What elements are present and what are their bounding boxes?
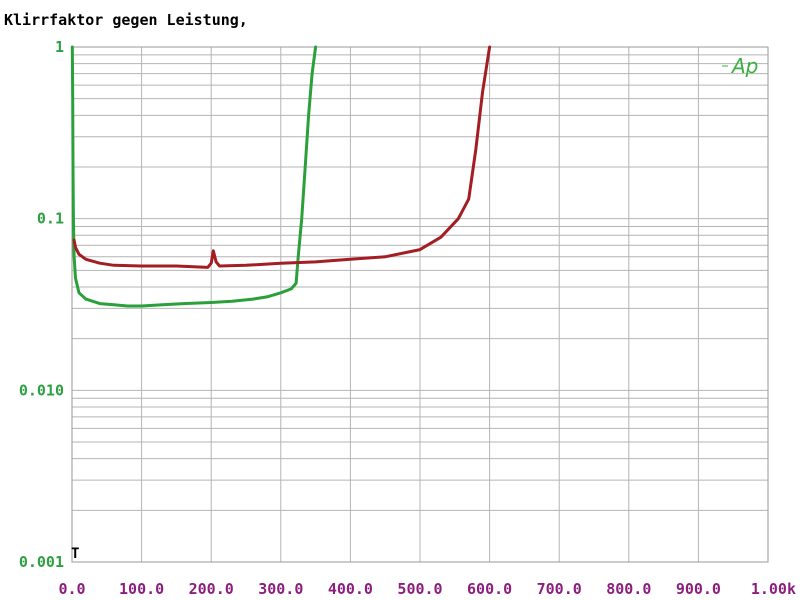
ap-logo: Ap: [730, 54, 758, 78]
plot-frame: [71, 46, 769, 563]
y-tick-label: 0.1: [37, 210, 64, 228]
x-tick-label: 600.0: [467, 580, 512, 598]
y-tick-label: 0.010: [19, 381, 64, 399]
x-tick-label: 700.0: [537, 580, 582, 598]
series-lines: [70, 45, 492, 308]
x-tick-label: 1.00k: [751, 580, 796, 598]
x-tick-label: 0.0: [58, 580, 85, 598]
x-tick-label: 100.0: [119, 580, 164, 598]
chart-title: Klirrfaktor gegen Leistung,: [4, 11, 248, 29]
y-tick-label: 0.001: [19, 553, 64, 571]
x-tick-label: 200.0: [189, 580, 234, 598]
y-axis-tick-labels: 1 0.1 0.010 0.001: [19, 38, 64, 571]
series-line: [72, 45, 492, 269]
x-tick-label: 900.0: [676, 580, 721, 598]
x-tick-label: 500.0: [397, 580, 442, 598]
x-tick-label: 300.0: [258, 580, 303, 598]
y-tick-label: 1: [55, 38, 64, 56]
series-line: [70, 45, 318, 308]
x-tick-label: 400.0: [328, 580, 373, 598]
x-axis-tick-labels: 0.0 100.0 200.0 300.0 400.0 500.0 600.0 700.0 80…: [58, 580, 796, 598]
t-marker: T: [71, 546, 79, 562]
x-tick-label: 800.0: [606, 580, 651, 598]
